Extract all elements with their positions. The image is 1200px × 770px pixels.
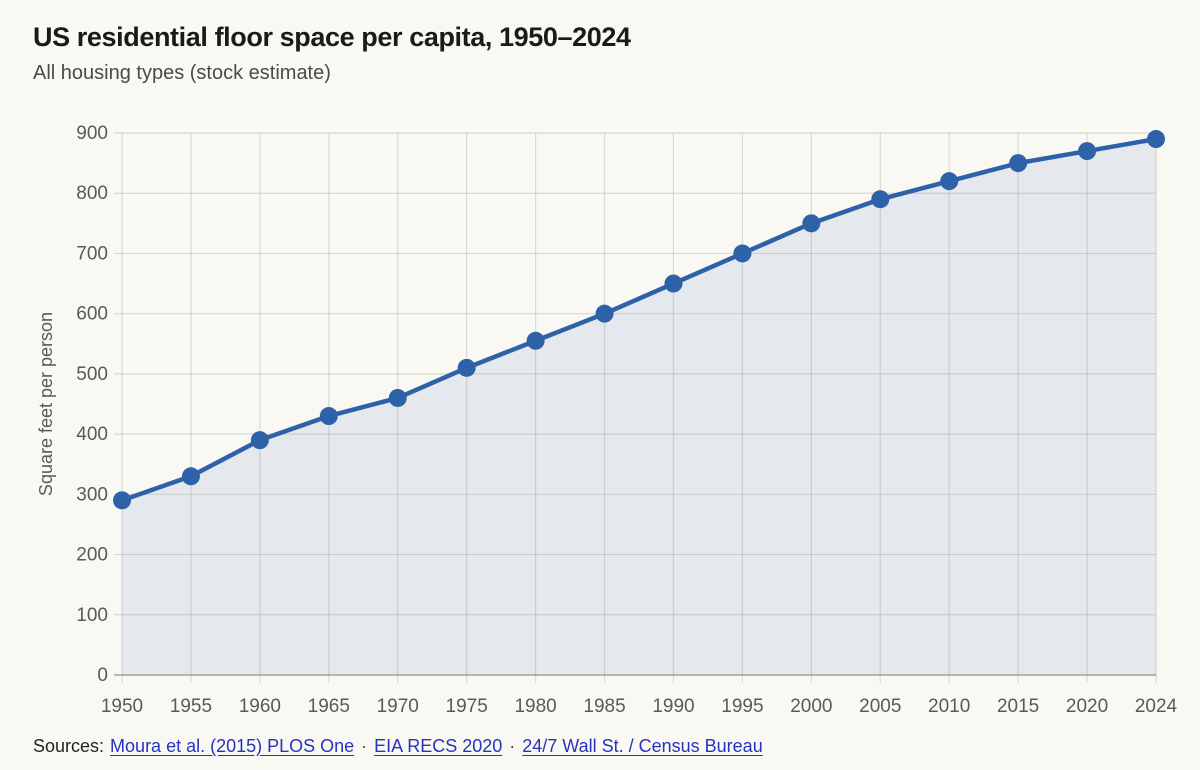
y-tick-label: 900 xyxy=(76,123,108,144)
data-point-2024 xyxy=(1147,130,1165,149)
data-point-1985 xyxy=(595,304,614,323)
x-tick-label: 1980 xyxy=(514,696,556,717)
page-title: US residential floor space per capita, 1… xyxy=(33,22,631,52)
chart-header: US residential floor space per capita, 1… xyxy=(33,22,631,85)
x-tick-label: 1990 xyxy=(652,696,694,717)
y-tick-label: 700 xyxy=(76,243,108,264)
data-point-1960 xyxy=(250,431,269,450)
x-tick-label: 2020 xyxy=(1066,696,1108,717)
area-fill xyxy=(122,139,1156,675)
page-subtitle: All housing types (stock estimate) xyxy=(33,62,331,84)
y-tick-label: 100 xyxy=(76,605,108,626)
x-tick-label: 1975 xyxy=(446,696,488,717)
data-point-2020 xyxy=(1078,142,1097,161)
x-tick-label: 1995 xyxy=(721,696,763,717)
y-tick-label: 600 xyxy=(76,304,108,325)
x-tick-label: 2015 xyxy=(997,696,1039,717)
x-tick-label: 1950 xyxy=(101,696,143,717)
x-tick-label: 1955 xyxy=(170,696,212,717)
x-tick-label: 2005 xyxy=(859,696,901,717)
trend-line xyxy=(119,136,1159,503)
x-tick-label: 2000 xyxy=(790,696,832,717)
source-link-moura[interactable]: Moura et al. (2015) PLOS One xyxy=(110,736,355,756)
source-link-eia-recs[interactable]: EIA RECS 2020 xyxy=(374,736,503,756)
y-tick-label: 500 xyxy=(76,364,108,385)
data-point-1955 xyxy=(181,467,200,486)
y-axis-title: Square feet per person xyxy=(36,312,56,496)
x-tick-label: 1985 xyxy=(583,696,625,717)
data-point-1970 xyxy=(388,388,407,407)
source-link-census[interactable]: 24/7 Wall St. / Census Bureau xyxy=(522,736,763,756)
data-point-1995 xyxy=(733,244,752,263)
y-tick-label: 400 xyxy=(76,424,108,445)
y-tick-label: 300 xyxy=(76,484,108,505)
x-tick-label: 1965 xyxy=(308,696,350,717)
sources-label: Sources: xyxy=(33,736,105,756)
x-tick-label: 1970 xyxy=(377,696,419,717)
data-point-2000 xyxy=(802,214,821,233)
y-tick-label: 0 xyxy=(97,665,108,686)
x-tick-label: 2024 xyxy=(1135,696,1178,717)
data-point-1965 xyxy=(319,407,338,426)
data-point-1980 xyxy=(526,331,545,350)
sources-line: Sources: Moura et al. (2015) PLOS One · EIA… xyxy=(33,736,763,757)
separator-dot: · xyxy=(361,736,368,756)
separator-dot: · xyxy=(509,736,516,756)
data-point-2010 xyxy=(940,172,959,191)
data-point-1975 xyxy=(457,358,476,377)
y-tick-label: 200 xyxy=(76,545,108,566)
x-tick-label: 1960 xyxy=(239,696,281,717)
y-tick-label: 800 xyxy=(76,183,108,204)
x-tick-label: 2010 xyxy=(928,696,970,717)
data-point-2015 xyxy=(1009,154,1028,173)
data-point-1950 xyxy=(113,491,131,510)
data-point-2005 xyxy=(871,190,890,209)
data-point-1990 xyxy=(664,274,683,293)
